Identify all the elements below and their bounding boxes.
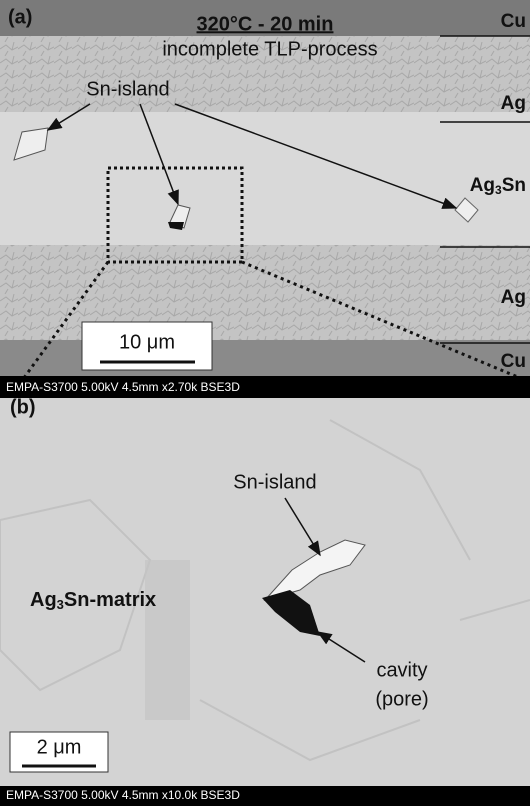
figure: (a) 320°C - 20 min incomplete TLP-proces… [0, 0, 530, 806]
layer-label: Cu [501, 11, 526, 32]
scale-bar-label: 2 μm [37, 736, 82, 758]
panel-b: (b) Sn-island Ag3Sn-matrix cavity (pore)… [0, 396, 530, 806]
info-text: EMPA-S3700 5.00kV 4.5mm x10.0k BSE3D [6, 788, 240, 802]
layer-label: Ag [501, 287, 526, 308]
text-part: Sn [502, 175, 526, 196]
info-text: EMPA-S3700 5.00kV 4.5mm x2.70k BSE3D [6, 380, 240, 394]
panel-label: (a) [8, 6, 32, 28]
cavity-label: cavity [376, 659, 427, 681]
matrix-label: Ag3Sn-matrix [30, 589, 156, 612]
text-part: Ag [30, 589, 57, 611]
title: 320°C - 20 min [197, 13, 334, 35]
cu-layer [0, 340, 530, 376]
layer-label: Cu [501, 351, 526, 372]
scale-bar-label: 10 μm [119, 331, 175, 353]
cavity-label: (pore) [375, 688, 428, 710]
ag-layer [0, 245, 530, 343]
panel-a: (a) 320°C - 20 min incomplete TLP-proces… [0, 0, 530, 404]
ag3sn-layer [0, 112, 530, 248]
text-part: Ag [470, 175, 495, 196]
page: {"panel_a": {"label": "(a)", "title": "3… [0, 0, 530, 806]
annotation: Sn-island [233, 471, 316, 493]
text-part: Sn-matrix [64, 589, 156, 611]
shadow [145, 560, 190, 720]
subscript: 3 [57, 597, 64, 612]
panel-label: (b) [10, 396, 36, 418]
subtitle: incomplete TLP-process [162, 38, 377, 60]
layer-label: Ag [501, 93, 526, 114]
annotation: Sn-island [86, 78, 169, 100]
